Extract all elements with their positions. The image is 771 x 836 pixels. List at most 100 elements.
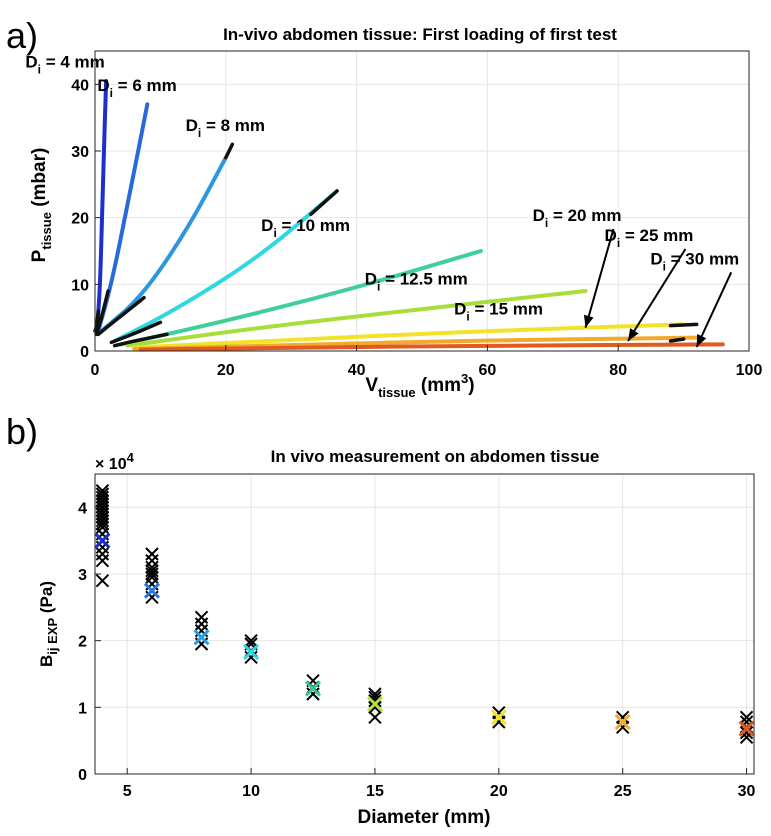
panel-b-ytick-label: 0 [78,767,87,784]
panel-a-black-segment [309,189,339,217]
panel-b-markers [94,483,755,745]
panel-b-measurement-marker [145,547,159,561]
panel-a-xtick-label: 0 [91,362,100,379]
panel-b-frame [94,473,755,775]
panel-a-series [94,79,725,352]
panel-b-ylabel: Bij EXP (Pa) [37,581,60,667]
panel-a-xtick-label: 100 [736,362,763,379]
panel-b-measurement-marker [368,710,382,725]
panel-b-ytick-label: 4 [78,500,87,517]
panel-b-title: In vivo measurement on abdomen tissue [271,447,600,466]
panel-b-ytick-label: 1 [78,700,87,717]
panel-b-exponent: × 104 [95,450,135,473]
panel-a-annotation-arrow [584,228,615,328]
panel-b: b) In vivo measurement on abdomen tissue… [6,411,756,828]
panel-a-series-line [99,155,228,333]
panel-a-annotation-label: Di = 4 mm [25,53,104,77]
panel-b-measurement-marker [145,563,159,578]
panel-a-annotation-label: Di = 20 mm [533,206,622,230]
panel-b-measurement-marker [739,725,754,740]
panel-a-xtick-label: 80 [609,362,627,379]
panel-a-series-line [132,335,699,351]
panel-a-black-segment [109,320,163,345]
panel-a-ylabel: Ptissue (mbar) [29,148,54,263]
panel-b-mean-marker [490,709,507,726]
panel-b-mean-marker [366,695,384,713]
panel-b-grid [95,474,754,775]
panel-b-measurement-marker [739,710,754,725]
panel-b-measurement-marker [95,483,110,498]
panel-a-ytick-label: 40 [71,77,89,94]
panel-b-mean-marker [94,532,111,549]
panel-a-annotation-label: Di = 25 mm [605,226,694,250]
panel-b-measurement-marker [194,617,209,631]
panel-b-measurement-marker [145,553,159,568]
panel-a-annotation-arrowhead [628,328,639,341]
panel-b-xtick-label: 15 [366,783,384,800]
panel-b-xlabel: Diameter (mm) [357,807,490,828]
panel-b-measurement-marker [95,573,110,588]
panel-b-xtick-label: 10 [242,783,260,800]
panel-a-ticks: 0 20 40 60 80 100 0 10 20 30 40 [71,77,762,379]
panel-a-black-segment [93,309,101,333]
panel-a-series-line [138,342,725,352]
panel-b-ytick-label: 2 [78,634,87,651]
panel-b-label: b) [6,411,38,452]
panel-b-ytick-label: 3 [78,567,87,584]
panel-a-annotation-label: Di = 10 mm [261,216,350,240]
panel-a-ytick-label: 30 [71,144,89,161]
panel-a-xlabel: Vtissue (mm3) [365,371,474,400]
panel-a-xtick-label: 60 [479,362,497,379]
panel-a-series-line [125,289,588,348]
panel-b-measurement-marker [615,720,630,735]
panel-a-annotation-label: Di = 30 mm [650,249,739,273]
panel-b-xtick-label: 5 [123,783,132,800]
panel-b-measurement-marker [95,487,110,501]
panel-a-annotation-label: Di = 6 mm [97,76,176,100]
panel-a-annotation-label: Di = 12.5 mm [365,269,468,293]
panel-b-mean-marker [614,713,631,731]
panel-b-measurement-marker [95,547,110,561]
panel-b-mean-marker [143,582,161,599]
panel-a-black-segment [224,142,235,160]
panel-b-mean-marker [193,629,210,646]
panel-b-xtick-label: 30 [738,783,756,800]
panel-a-frame [94,50,750,352]
panel-a-label: a) [6,15,38,56]
panel-a-annotation-arrow [627,248,687,342]
panel-a-black-segment [94,289,110,337]
panel-a-xtick-label: 40 [348,362,366,379]
panel-a-black-segment [96,295,146,337]
panel-a: a) In-vivo abdomen tissue: First loading… [6,15,762,400]
panel-a-ytick-label: 20 [71,211,89,228]
panel-a-annotation-label: Di = 8 mm [186,116,265,140]
panel-b-measurement-marker [492,705,506,720]
panel-a-series-line [94,79,109,333]
panel-a-title: In-vivo abdomen tissue: First loading of… [223,25,617,44]
panel-b-mean-marker [738,720,755,737]
panel-b-xtick-label: 20 [490,783,508,800]
panel-a-black-segment [668,337,686,343]
panel-a-annotation-arrowhead [583,314,594,328]
panel-b-mean-marker [304,680,322,697]
panel-a-black-segment [668,322,699,328]
panel-a-series-line [119,249,483,347]
panel-a-series-line [112,189,339,343]
panel-b-measurement-marker [244,633,258,648]
panel-b-measurement-marker [95,553,110,568]
panel-b-mean-marker [243,643,260,661]
panel-a-annotation-label: Di = 15 mm [454,299,543,323]
panel-a-initial-segments [93,142,699,348]
panel-b-measurement-marker [615,710,630,725]
panel-a-black-segment [112,332,169,348]
panel-b-ticks: 5 10 15 20 25 30 0 1 2 3 4 [78,500,755,800]
panel-a-ytick-label: 10 [71,277,89,294]
panel-a-annotation-arrowhead [696,334,707,347]
panel-b-xtick-label: 25 [614,783,632,800]
panel-a-ytick-label: 0 [80,344,89,361]
panel-a-xtick-label: 20 [217,362,235,379]
panel-b-measurement-marker [194,610,209,625]
panel-a-series-line [132,322,686,350]
